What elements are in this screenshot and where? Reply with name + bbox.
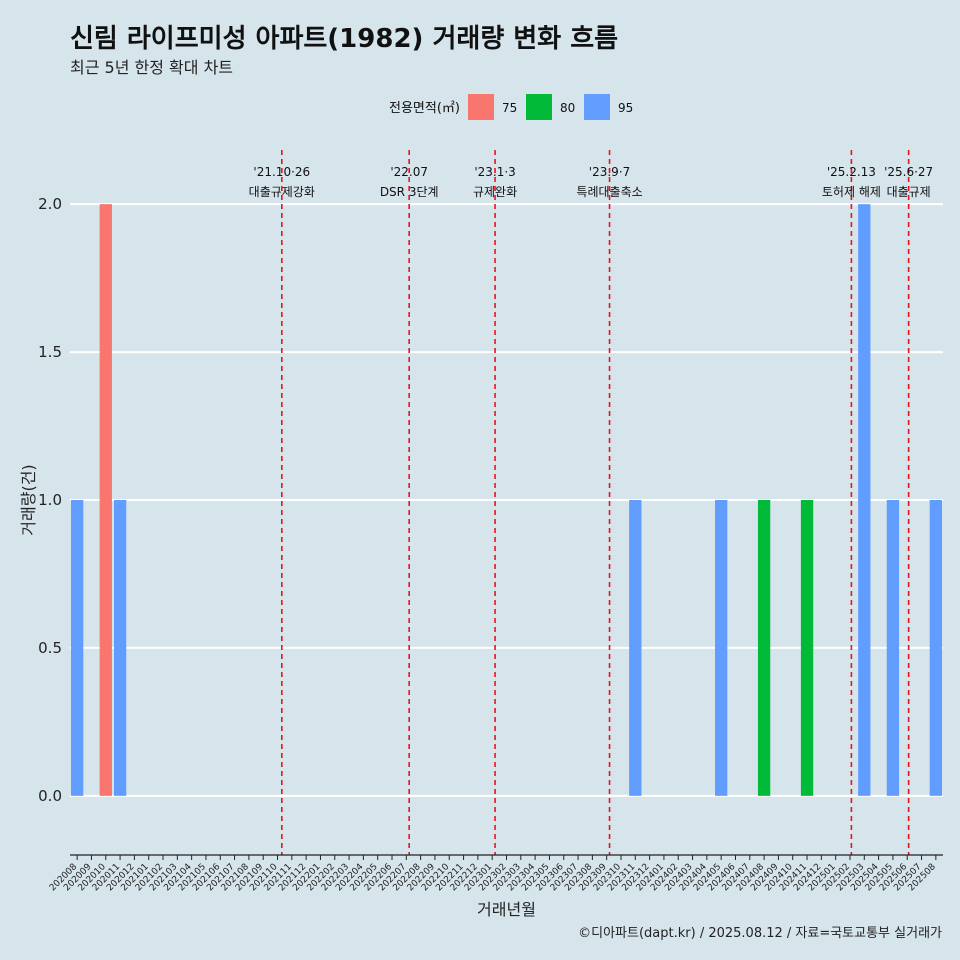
y-tick-label: 1.0 bbox=[38, 491, 62, 509]
y-tick-label: 0.5 bbox=[38, 639, 62, 657]
y-tick-label: 1.5 bbox=[38, 343, 62, 361]
bar-202508-95 bbox=[929, 500, 942, 796]
chart-subtitle: 최근 5년 한정 확대 차트 bbox=[70, 58, 234, 77]
y-tick-label: 0.0 bbox=[38, 787, 62, 805]
event-name-label: 규제완화 bbox=[473, 185, 517, 199]
event-date-label: '23.1·3 bbox=[474, 165, 515, 179]
bar-202408-80 bbox=[757, 500, 771, 796]
event-name-label: 특례대출축소 bbox=[576, 185, 642, 199]
event-name-label: 대출규제 bbox=[887, 185, 931, 199]
legend-label-80: 80 bbox=[560, 101, 575, 115]
bar-202008-95 bbox=[71, 500, 84, 796]
bar-202011-95 bbox=[113, 500, 127, 796]
event-name-label: 대출규제강화 bbox=[249, 185, 315, 199]
source-caption: ©디아파트(dapt.kr) / 2025.08.12 / 자료=국토교통부 실… bbox=[578, 926, 942, 941]
legend-label-75: 75 bbox=[502, 101, 517, 115]
y-tick-label: 2.0 bbox=[38, 195, 62, 213]
event-name-label: DSR 3단계 bbox=[380, 185, 439, 199]
legend-title: 전용면적(㎡) bbox=[389, 101, 460, 116]
legend-label-95: 95 bbox=[618, 101, 633, 115]
event-date-label: '21.10·26 bbox=[253, 165, 310, 179]
x-axis-title: 거래년월 bbox=[477, 900, 536, 919]
event-date-label: '25.2.13 bbox=[827, 165, 876, 179]
y-axis-title: 거래량(건) bbox=[19, 464, 38, 535]
event-date-label: '23.9·7 bbox=[589, 165, 630, 179]
chart-title: 신림 라이프미성 아파트(1982) 거래량 변화 흐름 bbox=[70, 24, 619, 54]
legend-swatch-95 bbox=[584, 94, 610, 120]
bar-202311-95 bbox=[629, 500, 642, 796]
bar-202505-95 bbox=[886, 500, 900, 796]
event-name-label: 토허제 해제 bbox=[822, 185, 881, 199]
event-date-label: '22.07 bbox=[390, 165, 428, 179]
bar-202411-80 bbox=[800, 500, 814, 796]
legend-swatch-75 bbox=[468, 94, 494, 120]
bar-202010-75 bbox=[99, 204, 112, 796]
bar-202503-95 bbox=[858, 204, 871, 796]
bar-202405-95 bbox=[715, 500, 728, 796]
legend-swatch-80 bbox=[526, 94, 552, 120]
event-date-label: '25.6·27 bbox=[884, 165, 933, 179]
